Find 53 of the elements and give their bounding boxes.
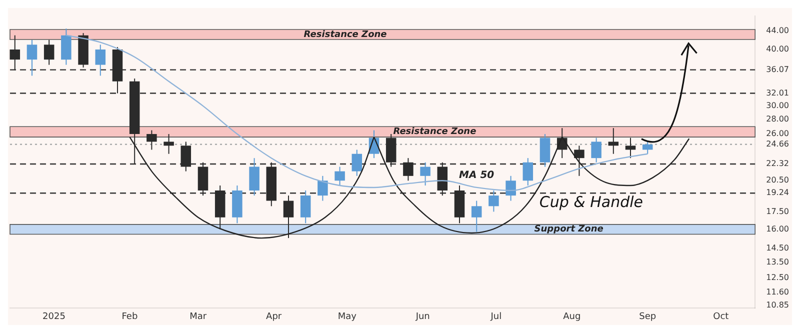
y-tick-label: 13.50: [766, 258, 790, 267]
candlestick: [44, 39, 54, 66]
y-tick-label: 11.60: [766, 287, 790, 296]
candlestick: [95, 44, 106, 76]
y-tick-label: 36.07: [766, 64, 790, 74]
candlestick: [591, 137, 602, 163]
band-label: Resistance Zone: [393, 127, 476, 138]
y-tick-label: 16.00: [766, 224, 790, 234]
x-tick-label: 2025: [42, 312, 66, 322]
y-tick-label: 10.85: [766, 300, 790, 310]
x-tick-label: Aug: [563, 312, 581, 322]
x-tick-label: Jul: [490, 312, 502, 322]
y-tick-label: 44.00: [766, 26, 790, 35]
y-tick-label: 20.50: [766, 176, 790, 185]
candlestick: [522, 158, 534, 186]
series-label: MA 50: [459, 170, 494, 182]
y-tick-label: 24.66: [766, 139, 790, 148]
x-tick-label: Sep: [639, 312, 656, 322]
candlestick: [249, 158, 260, 196]
candlestick: [26, 39, 38, 76]
candlestick: [471, 200, 482, 232]
candlestick: [625, 137, 636, 159]
candlestick: [642, 141, 653, 154]
y-tick-label: 17.50: [766, 206, 790, 216]
candlestick: [334, 166, 345, 186]
y-tick-label: 32.01: [766, 88, 790, 98]
candlestick: [164, 134, 174, 154]
y-tick-label: 30.00: [766, 101, 790, 110]
x-tick-label: Oct: [713, 312, 730, 322]
x-tick-label: Mar: [190, 312, 207, 322]
candlestick: [574, 145, 584, 176]
y-tick-label: 19.24: [766, 188, 790, 198]
candlestick: [318, 175, 328, 202]
y-tick-label: 28.00: [766, 114, 790, 124]
y-tick-label: 40.00: [766, 44, 790, 54]
candlestick: [420, 162, 430, 186]
y-tick-label: 22.32: [766, 159, 790, 168]
x-tick-label: Apr: [266, 312, 282, 322]
candlestick: [488, 190, 499, 212]
candlestick: [352, 149, 362, 176]
x-tick-label: Feb: [122, 312, 138, 322]
band-label: Resistance Zone: [304, 30, 387, 40]
candlestick: [506, 175, 516, 202]
annotation: Cup & Handle: [539, 192, 643, 211]
candlestick: [300, 190, 311, 224]
y-tick-label: 12.50: [766, 272, 790, 282]
x-tick-label: Jun: [414, 312, 430, 322]
y-tick-label: 26.00: [766, 129, 790, 138]
x-tick-label: May: [338, 312, 358, 322]
candlestick: [146, 130, 157, 150]
band-label: Support Zone: [534, 224, 604, 235]
candlestick: [608, 128, 619, 154]
y-tick-label: 14.50: [766, 244, 790, 253]
